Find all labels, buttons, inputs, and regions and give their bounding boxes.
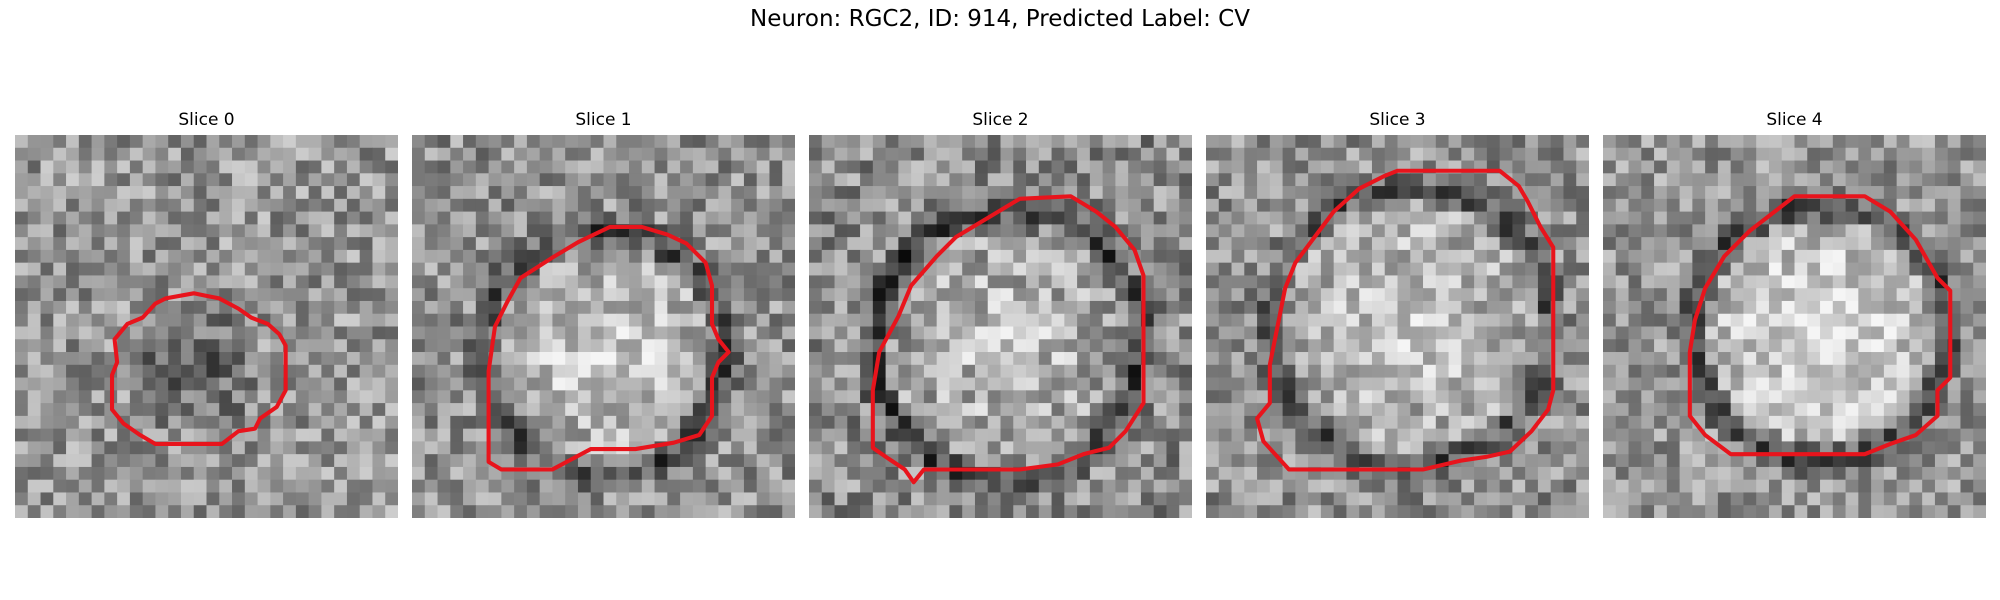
segmentation-contour-4 <box>1687 194 1953 457</box>
slice-title-0: Slice 0 <box>178 110 235 130</box>
slice-image-1 <box>412 135 795 518</box>
slice-image-0 <box>15 135 398 518</box>
figure-title: Neuron: RGC2, ID: 914, Predicted Label: … <box>750 6 1250 32</box>
slice-image-4 <box>1603 135 1986 518</box>
segmentation-contour-0 <box>109 291 288 446</box>
slice-panel-4: Slice 4 <box>1603 108 1986 518</box>
slice-title-3: Slice 3 <box>1369 110 1426 130</box>
slice-panel-0: Slice 0 <box>15 108 398 518</box>
slice-panel-2: Slice 2 <box>809 108 1192 518</box>
slice-panel-3: Slice 3 <box>1206 108 1589 518</box>
slice-image-3 <box>1206 135 1589 518</box>
slice-title-1: Slice 1 <box>575 110 632 130</box>
slice-title-4: Slice 4 <box>1766 110 1823 130</box>
slice-image-2 <box>809 135 1192 518</box>
segmentation-contour-1 <box>486 224 731 472</box>
segmentation-contour-2 <box>870 194 1146 485</box>
slice-title-2: Slice 2 <box>972 110 1029 130</box>
slice-panel-1: Slice 1 <box>412 108 795 518</box>
segmentation-contour-3 <box>1255 168 1556 472</box>
